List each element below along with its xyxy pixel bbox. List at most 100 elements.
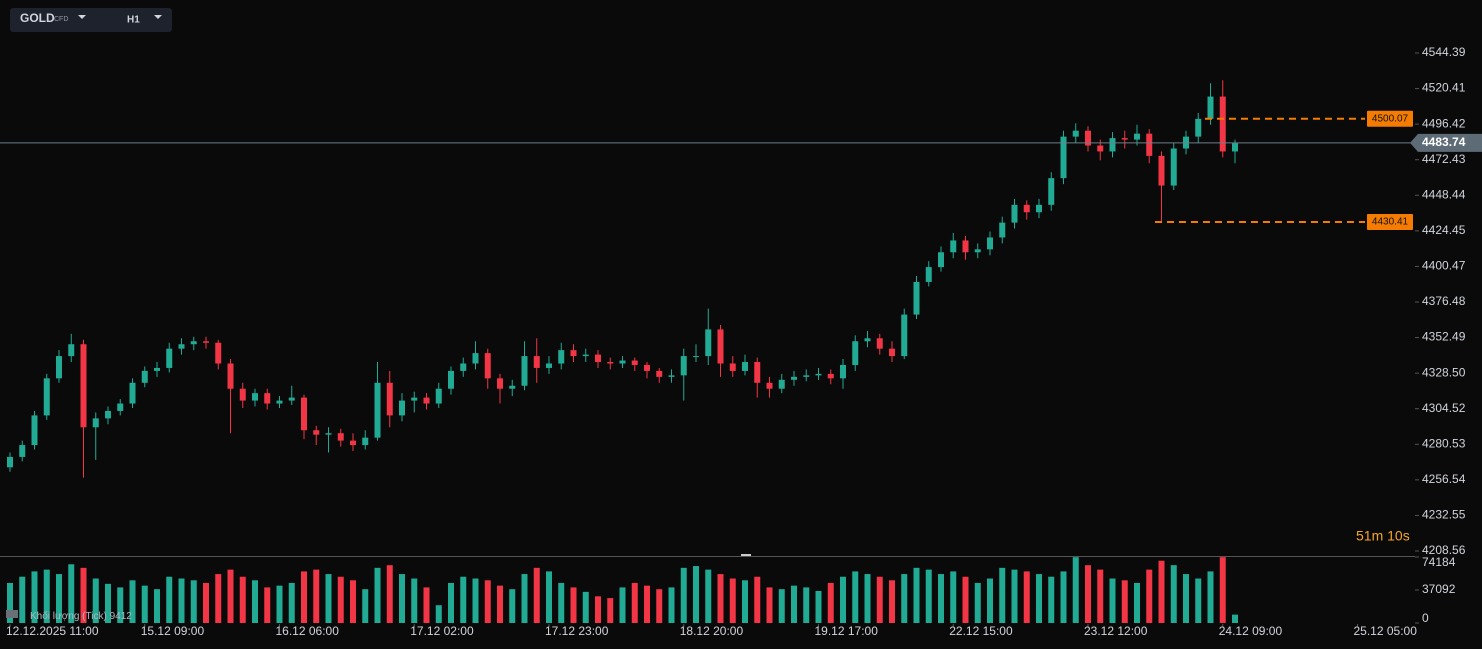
candle-body [999, 222, 1006, 238]
y-tick-label: 4280.53 [1422, 436, 1466, 450]
volume-bar [852, 571, 859, 623]
volume-bar [350, 580, 356, 623]
candle-body [889, 348, 895, 357]
candle-body [411, 397, 418, 401]
candle-body [778, 379, 785, 389]
timeframe[interactable]: H1 [127, 15, 140, 26]
candle-body [827, 373, 834, 379]
candle-body [668, 375, 675, 377]
volume-bar [717, 574, 724, 623]
candle-body [840, 364, 846, 379]
candle-body [656, 370, 663, 377]
candle-body [154, 367, 160, 371]
volume-bar [693, 566, 699, 623]
candle-body [166, 348, 173, 368]
volume-bar [227, 569, 234, 623]
volume-bar [938, 574, 944, 623]
volume-bar [129, 580, 136, 623]
candle-body [362, 437, 369, 446]
candle-body [31, 415, 38, 446]
candle-body [1109, 138, 1116, 152]
pane-handle[interactable] [741, 554, 751, 556]
candle-body [276, 400, 283, 404]
volume-bar [484, 580, 491, 623]
level-label: 4430.41 [1372, 217, 1409, 228]
candle-body [631, 360, 638, 365]
candle-body [680, 356, 687, 376]
candle-body [386, 382, 393, 416]
candle-body [215, 342, 222, 364]
volume-tick-label: 0 [1422, 611, 1429, 625]
candle-body [1232, 142, 1238, 152]
candle-body [693, 356, 699, 358]
volume-bar [92, 578, 99, 623]
candle-body [1195, 118, 1202, 137]
candle-body [729, 363, 736, 371]
candle-body [987, 237, 993, 250]
volume-bar [509, 589, 516, 623]
level-tag [1367, 214, 1413, 231]
volume-bar [411, 578, 418, 623]
symbol-kind: CFD [54, 16, 68, 23]
candle-body [1170, 148, 1177, 186]
volume-bar [987, 578, 993, 623]
candle-body [791, 376, 797, 380]
volume-bar [141, 585, 148, 623]
volume-bar [190, 580, 197, 623]
candle-body [974, 249, 981, 253]
candle-body [313, 430, 320, 435]
y-tick-label: 4328.50 [1422, 365, 1466, 379]
volume-tick-label: 37092 [1422, 582, 1456, 596]
volume-bar [950, 571, 957, 623]
candle-body [644, 364, 650, 371]
volume-bar [729, 578, 736, 623]
symbol-box[interactable] [10, 8, 172, 32]
volume-legend: Khối lượng (Tick) 9412 [30, 610, 132, 622]
volume-bar [1011, 569, 1018, 623]
volume-bar [656, 589, 663, 623]
candle-body [1036, 204, 1042, 213]
candle-body [1207, 96, 1214, 119]
volume-bar [631, 582, 638, 623]
last-price-tag [1410, 133, 1482, 152]
candle-body [252, 393, 258, 401]
candle-body [1097, 145, 1104, 152]
candle-body [619, 360, 626, 364]
candle-body [1085, 130, 1091, 146]
volume-bar [203, 582, 209, 623]
volume-bar [1097, 569, 1104, 623]
y-tick-label: 4352.49 [1422, 330, 1466, 344]
candle-body [227, 363, 234, 389]
candle-body [925, 267, 932, 282]
candle-body [1121, 138, 1128, 140]
symbol[interactable]: GOLD [20, 11, 55, 25]
candle-body [7, 456, 13, 468]
volume-bar [374, 567, 381, 623]
candle-body [399, 400, 405, 416]
volume-bar [889, 580, 895, 623]
volume-bar [962, 576, 969, 623]
candle-body [1060, 136, 1067, 179]
candle-body [570, 350, 577, 357]
candle-body [815, 373, 822, 376]
volume-bar [1146, 569, 1153, 623]
symbol-bar[interactable]: GOLD CFD H1 [10, 8, 172, 32]
candle-body [423, 397, 430, 404]
candle-body [350, 440, 356, 446]
candle-body [190, 341, 197, 345]
dropdown-arrow[interactable] [154, 15, 162, 19]
y-tick-label: 4424.45 [1422, 223, 1466, 237]
volume-bar [521, 574, 528, 623]
volume-bar [264, 587, 271, 623]
volume-bar [68, 564, 75, 623]
candle-body [852, 341, 859, 365]
volume-bar [570, 587, 577, 623]
dropdown-arrow[interactable] [78, 15, 86, 19]
candle-body [913, 281, 920, 315]
volume-bar [1048, 576, 1055, 623]
y-tick-label: 4376.48 [1422, 294, 1466, 308]
volume-bar [1170, 565, 1177, 623]
